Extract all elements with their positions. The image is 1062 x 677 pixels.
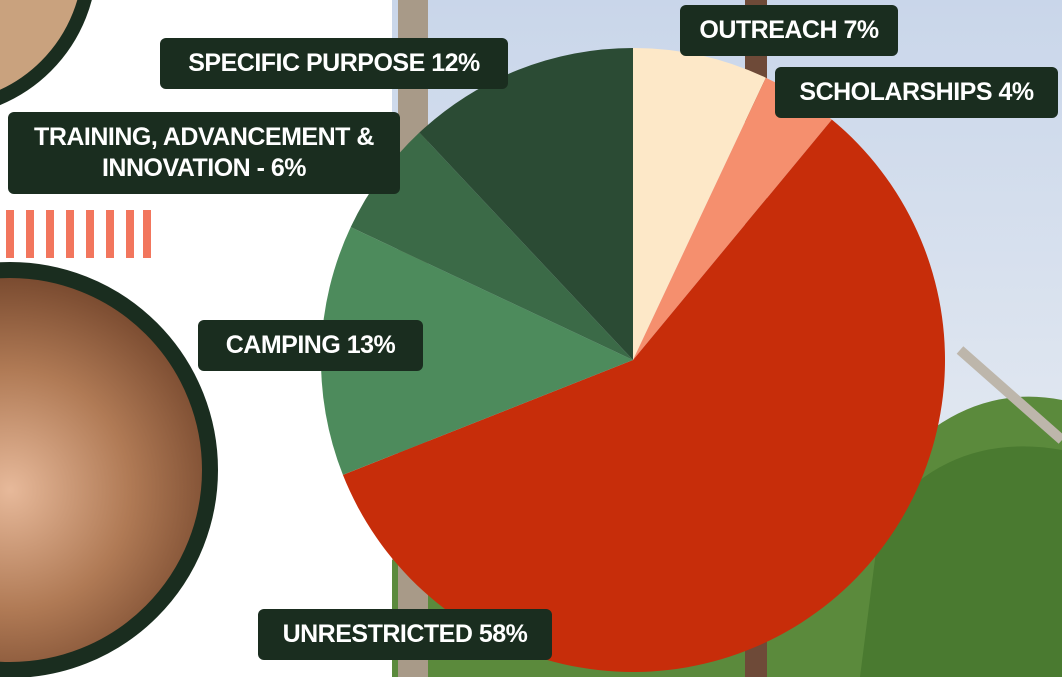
data-label: TRAINING, ADVANCEMENT & INNOVATION - 6% — [8, 112, 400, 194]
data-label: SCHOLARSHIPS 4% — [775, 67, 1058, 118]
data-label: CAMPING 13% — [198, 320, 423, 371]
page: (() => { const data = JSON.parse(documen… — [0, 0, 1062, 677]
data-label: UNRESTRICTED 58% — [258, 609, 552, 660]
data-label: OUTREACH 7% — [680, 5, 898, 56]
data-label: SPECIFIC PURPOSE 12% — [160, 38, 508, 89]
